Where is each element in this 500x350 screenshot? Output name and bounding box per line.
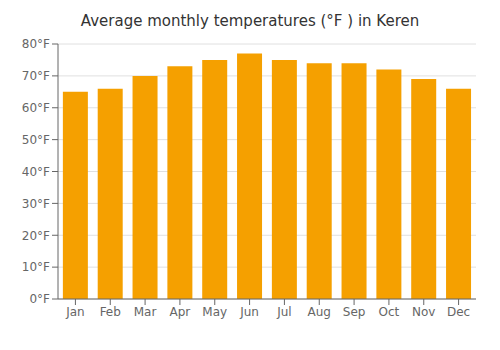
svg-text:40°F: 40°F	[22, 165, 50, 179]
svg-text:50°F: 50°F	[22, 133, 50, 147]
svg-text:Jun: Jun	[239, 305, 259, 319]
svg-text:Jan: Jan	[65, 305, 85, 319]
svg-text:Nov: Nov	[412, 305, 435, 319]
html-text:Average monthly temperatures (: Average monthly temperatures (°F ) in Ke…	[80, 12, 420, 30]
svg-text:0°F: 0°F	[29, 292, 50, 306]
svg-text:Sep: Sep	[343, 305, 366, 319]
svg-text:20°F: 20°F	[22, 229, 50, 243]
svg-text:Aug: Aug	[308, 305, 331, 319]
svg-text:60°F: 60°F	[22, 101, 50, 115]
svg-text:Mar: Mar	[134, 305, 157, 319]
svg-text:Apr: Apr	[170, 305, 191, 319]
svg-text:80°F: 80°F	[22, 37, 50, 51]
svg-text:30°F: 30°F	[22, 197, 50, 211]
svg-text:Dec: Dec	[447, 305, 470, 319]
svg-text:Jul: Jul	[276, 305, 291, 319]
svg-text:May: May	[202, 305, 227, 319]
svg-text:10°F: 10°F	[22, 260, 50, 274]
svg-text:Feb: Feb	[100, 305, 121, 319]
svg-text:70°F: 70°F	[22, 69, 50, 83]
svg-text:Oct: Oct	[379, 305, 400, 319]
